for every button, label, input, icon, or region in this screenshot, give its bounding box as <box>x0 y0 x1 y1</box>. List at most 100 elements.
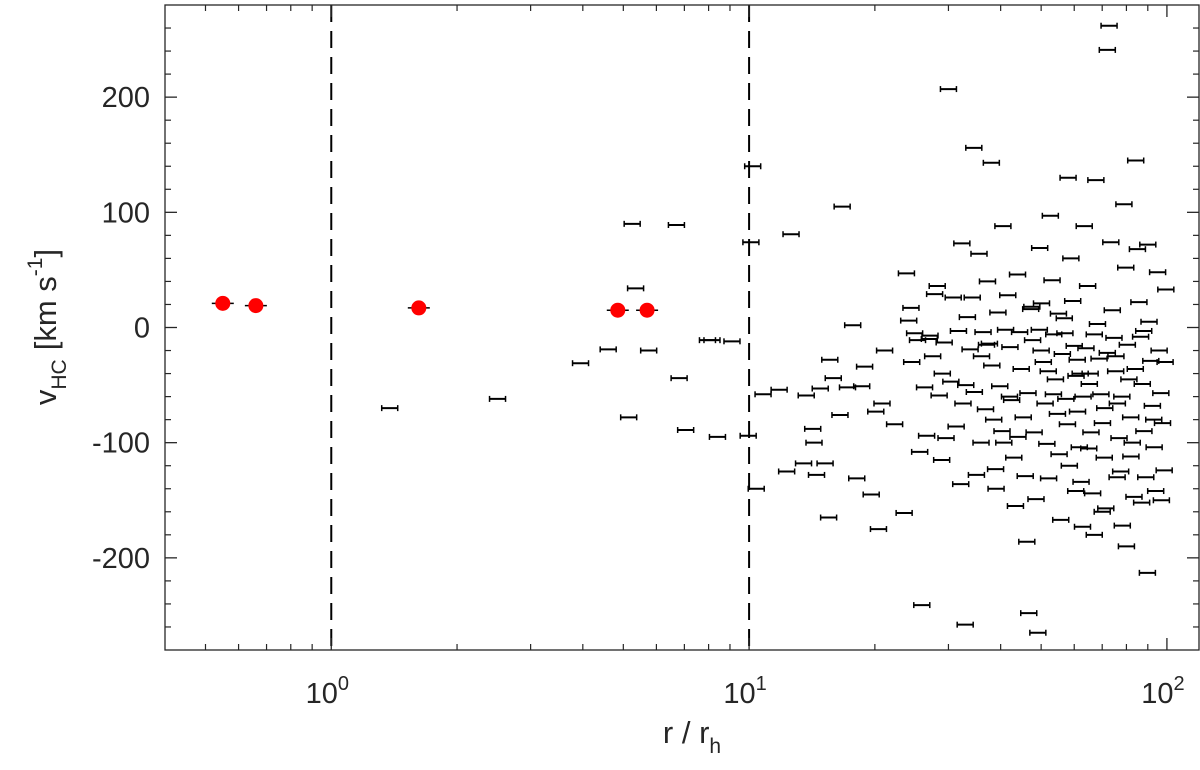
error-bar-point <box>1041 212 1060 219</box>
error-bar-point <box>824 375 842 382</box>
error-bar-point <box>1135 428 1153 435</box>
error-bar-point <box>935 339 953 346</box>
error-bar-point <box>819 514 838 521</box>
error-bar-point <box>1100 22 1118 29</box>
error-bar-point <box>963 294 981 301</box>
error-bar-point <box>1156 359 1174 366</box>
error-bar-point <box>1157 286 1175 293</box>
error-bar-point <box>984 416 1003 423</box>
error-bar-point <box>937 435 955 442</box>
error-bar-point <box>1146 488 1165 495</box>
error-bar-point <box>782 231 800 238</box>
y-tick-label: 200 <box>102 82 150 114</box>
error-bar-point <box>1049 310 1068 317</box>
error-bar-point <box>1030 245 1049 252</box>
error-bar-point <box>944 294 962 301</box>
error-bar-point <box>831 412 849 419</box>
error-bar-point <box>1098 46 1117 53</box>
error-bar-point <box>1132 499 1151 506</box>
error-bar-point <box>852 383 871 390</box>
member-point <box>215 295 231 311</box>
error-bar-point <box>1098 349 1117 356</box>
error-bar-point <box>1058 421 1077 428</box>
plot-frame <box>164 4 1200 651</box>
error-bar-point <box>1018 538 1036 545</box>
error-bar-point <box>708 433 727 440</box>
error-bar-point <box>1102 239 1120 246</box>
member-point <box>248 298 264 314</box>
error-bar-point <box>951 481 970 488</box>
error-bar-point <box>1107 353 1125 360</box>
error-bar-point <box>703 337 721 344</box>
error-bar-point <box>1019 610 1038 617</box>
error-bar-point <box>811 385 829 392</box>
error-bar-point <box>928 283 946 290</box>
member-stars-series <box>211 295 659 318</box>
x-tick-label: 100 <box>306 673 349 710</box>
error-bar-point <box>1150 347 1168 354</box>
error-bar-point <box>1108 474 1126 481</box>
error-bar-point <box>670 375 688 382</box>
error-bar-point <box>1106 368 1125 375</box>
error-bar-point <box>623 220 641 227</box>
error-bar-point <box>953 240 971 247</box>
error-bar-point <box>1068 408 1087 415</box>
error-bar-point <box>976 406 995 413</box>
error-bar-point <box>1144 416 1163 423</box>
error-bar-point <box>1071 370 1089 377</box>
error-bar-point <box>1014 414 1032 421</box>
error-bar-point <box>920 336 939 343</box>
error-bar-point <box>488 395 507 402</box>
error-bar-point <box>1053 350 1072 357</box>
error-bar-point <box>862 491 880 498</box>
error-bar-point <box>1111 468 1130 475</box>
error-bar-point <box>1143 402 1162 409</box>
error-bar-point <box>1130 299 1148 306</box>
error-bar-point <box>1057 395 1075 402</box>
error-bar-point <box>1009 433 1027 440</box>
error-bar-point <box>995 439 1013 446</box>
error-bar-point <box>970 250 988 257</box>
error-bar-point <box>1115 201 1133 208</box>
error-bar-point <box>1105 334 1123 341</box>
error-bar-point <box>932 456 951 463</box>
error-bar-point <box>1137 474 1155 481</box>
error-bar-point <box>1027 496 1045 503</box>
error-bar-point <box>1122 453 1140 460</box>
error-bar-point <box>1097 505 1115 512</box>
error-bar-point <box>993 428 1011 435</box>
error-bar-point <box>1113 522 1132 529</box>
error-bar-point <box>1082 429 1100 436</box>
error-bar-point <box>958 314 977 321</box>
reference-lines <box>330 5 751 650</box>
error-bar-point <box>942 378 960 385</box>
error-bar-point <box>1087 177 1105 184</box>
y-tick-label: -200 <box>92 543 150 575</box>
error-bar-point <box>925 291 944 298</box>
error-bar-point <box>1153 420 1172 427</box>
error-bar-point <box>754 391 772 398</box>
error-bar-point <box>1123 439 1141 446</box>
error-bar-point <box>939 86 958 93</box>
error-bar-point <box>947 423 965 430</box>
member-point <box>639 302 655 318</box>
error-bar-point <box>956 621 974 628</box>
error-bar-point <box>1066 488 1085 495</box>
error-bar-point <box>956 382 975 389</box>
error-bar-point <box>1095 454 1114 461</box>
error-bar-point <box>739 432 757 439</box>
error-bar-point <box>1093 508 1111 515</box>
error-bar-point <box>989 309 1007 316</box>
error-bar-point <box>902 359 921 366</box>
error-bar-point <box>967 471 986 478</box>
error-bar-point <box>1002 397 1021 404</box>
error-bar-point <box>1006 503 1025 510</box>
y-tick-label: 100 <box>102 197 150 229</box>
error-bar-point <box>972 439 990 446</box>
y-tick-label: 0 <box>134 313 150 345</box>
error-bar-point <box>1075 223 1093 230</box>
error-bar-point <box>1039 368 1058 375</box>
error-bar-point <box>1039 475 1058 482</box>
